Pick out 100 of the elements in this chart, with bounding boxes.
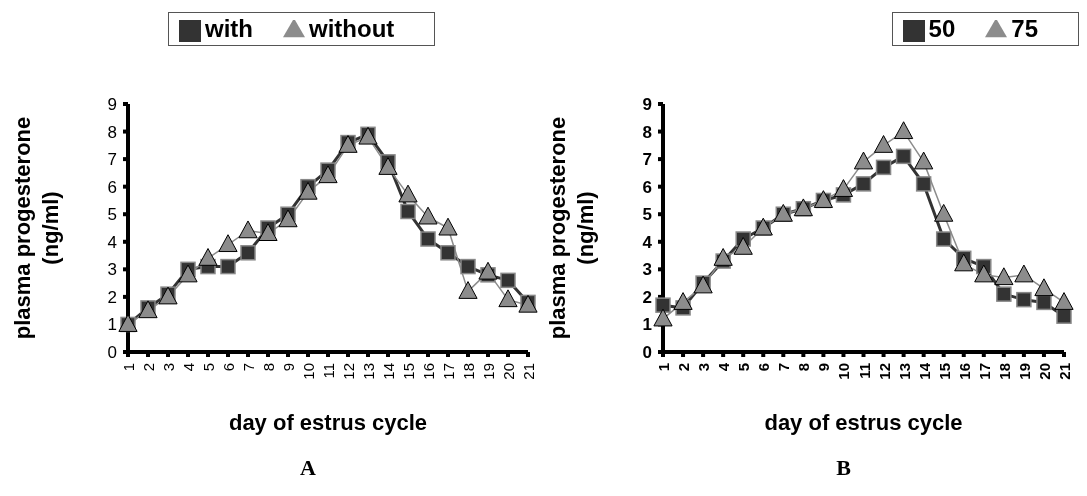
point [178, 264, 198, 283]
point [733, 236, 753, 255]
x-tick-label: 7 [775, 363, 793, 372]
point [318, 165, 338, 184]
point [478, 261, 498, 280]
y-tick-label: 8 [642, 122, 652, 142]
x-tick-label: 15 [400, 363, 417, 380]
point [500, 272, 516, 289]
point [218, 234, 238, 253]
point [1036, 294, 1052, 311]
text: B [835, 455, 852, 481]
point [240, 245, 256, 261]
x-axis-title: day of estrus cycle [228, 410, 428, 435]
x-tick-label: 21 [520, 363, 537, 380]
x-tick-label: 12 [340, 363, 357, 380]
x-tick-label: 8 [795, 363, 813, 372]
x-tick-label: 15 [935, 363, 953, 380]
x-tick-label: 13 [895, 363, 913, 380]
y-tick-label: 2 [107, 287, 117, 307]
x-tick-label: 5 [735, 363, 753, 372]
point [1054, 292, 1074, 310]
x-tick-label: 10 [835, 363, 853, 380]
text: A [299, 455, 317, 481]
y-axis-title: plasma progesterone (ng/ml) [545, 116, 598, 340]
point [954, 253, 974, 272]
x-tick-label: 6 [755, 363, 773, 372]
point [873, 135, 894, 153]
y-tick-label: 3 [642, 260, 652, 280]
x-tick-label: 4 [180, 363, 197, 372]
y-tick-label: 6 [642, 177, 652, 197]
x-tick-label: 6 [220, 363, 237, 372]
point [914, 151, 934, 170]
x-tick-label: 2 [675, 363, 693, 372]
x-tick-label: 19 [480, 363, 497, 380]
x-tick-label: 20 [500, 363, 517, 380]
x-tick-label: 7 [240, 363, 257, 372]
point [996, 286, 1012, 302]
y-tick-label: 0 [107, 343, 117, 362]
legend-label: 50 [928, 15, 956, 42]
point [198, 248, 218, 266]
y-tick-label: 9 [107, 95, 117, 114]
y-tick-label: 1 [107, 315, 117, 335]
x-tick-label: 3 [695, 363, 713, 372]
point [853, 151, 874, 170]
point [460, 258, 476, 275]
x-tick-label: 8 [260, 363, 277, 372]
x-tick-label: 3 [160, 363, 177, 372]
x-tick-label: 5 [200, 363, 217, 372]
point [934, 203, 954, 222]
x-tick-label: 17 [975, 363, 993, 380]
y-tick-label: 3 [107, 260, 117, 280]
x-tick-label: 13 [360, 363, 377, 380]
point [438, 217, 458, 236]
point [713, 248, 733, 266]
x-tick-label: 21 [1056, 363, 1073, 380]
legend-label: 75 [1011, 15, 1038, 42]
y-tick-label: 9 [642, 95, 652, 114]
point [855, 176, 872, 192]
x-tick-label: 1 [120, 363, 137, 372]
legend-label: with [205, 15, 253, 42]
x-tick-label: 18 [460, 363, 477, 380]
y-tick-label: 1 [642, 315, 652, 335]
y-axis-title: plasma progesterone (ng/ml) [10, 116, 63, 340]
point [974, 264, 994, 283]
y-tick-label: 5 [107, 205, 117, 225]
y-tick-label: 6 [107, 177, 117, 197]
x-tick-label: 14 [380, 363, 397, 380]
point [653, 308, 673, 327]
x-tick-label: 9 [280, 363, 297, 372]
x-tick-label: 2 [140, 363, 157, 372]
point [298, 181, 318, 200]
point [258, 223, 278, 242]
point [420, 231, 436, 247]
point [915, 176, 932, 192]
x-tick-label: 20 [1035, 363, 1053, 380]
legend-label: without [309, 15, 395, 42]
point [400, 203, 416, 220]
point [1034, 278, 1054, 297]
x-tick-label: 12 [875, 363, 893, 380]
point [398, 184, 418, 203]
point [833, 179, 854, 197]
x-tick-label: 16 [955, 363, 973, 380]
x-tick-label: 11 [320, 363, 337, 379]
point [378, 157, 398, 175]
y-tick-label: 2 [642, 287, 652, 307]
point [458, 281, 478, 299]
point [935, 231, 952, 247]
x-tick-label: 16 [420, 363, 437, 380]
y-tick-label: 4 [642, 232, 653, 252]
y-tick-label: 0 [642, 343, 652, 362]
point [875, 159, 892, 176]
point [673, 292, 693, 310]
y-tick-label: 8 [107, 122, 117, 142]
point [278, 209, 298, 228]
x-tick-label: 17 [440, 363, 457, 380]
x-tick-label: 9 [815, 363, 833, 372]
point [1014, 264, 1034, 283]
point [440, 245, 456, 261]
point [894, 121, 914, 140]
x-tick-label: 11 [855, 363, 873, 379]
